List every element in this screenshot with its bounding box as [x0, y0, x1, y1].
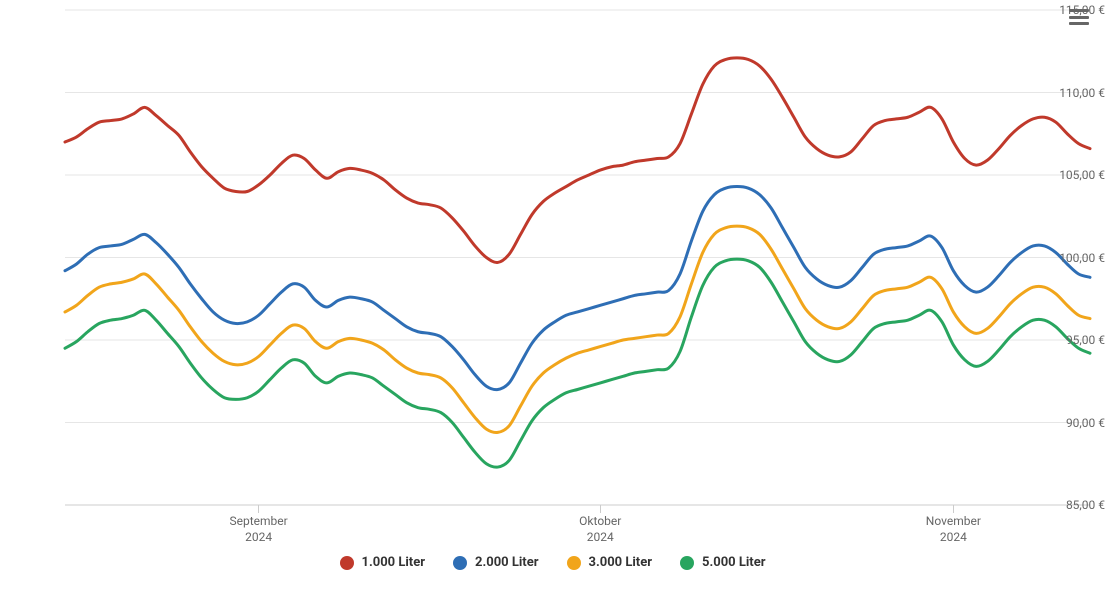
legend-item-l2000[interactable]: 2.000 Liter	[453, 555, 539, 570]
y-tick-label: 110,00 €	[1050, 86, 1105, 100]
chart-legend: 1.000 Liter 2.000 Liter 3.000 Liter 5.000 L…	[0, 555, 1105, 570]
x-tick-label: September2024	[230, 513, 288, 545]
legend-item-l1000[interactable]: 1.000 Liter	[340, 555, 426, 570]
y-tick-label: 85,00 €	[1050, 498, 1105, 512]
legend-swatch	[567, 556, 581, 570]
x-tick-label: November2024	[926, 513, 981, 545]
legend-label: 2.000 Liter	[475, 555, 539, 570]
x-tick-label: Oktober2024	[579, 513, 621, 545]
y-tick-label: 105,00 €	[1050, 168, 1105, 182]
legend-label: 5.000 Liter	[702, 555, 766, 570]
legend-swatch	[680, 556, 694, 570]
chart-canvas	[0, 0, 1105, 602]
y-tick-label: 95,00 €	[1050, 333, 1105, 347]
legend-swatch	[453, 556, 467, 570]
legend-label: 3.000 Liter	[589, 555, 653, 570]
series-l5000	[65, 259, 1090, 467]
legend-label: 1.000 Liter	[362, 555, 426, 570]
y-tick-label: 100,00 €	[1050, 251, 1105, 265]
legend-item-l5000[interactable]: 5.000 Liter	[680, 555, 766, 570]
y-tick-label: 90,00 €	[1050, 416, 1105, 430]
series-l1000	[65, 58, 1090, 263]
price-chart: 85,00 € 90,00 € 95,00 € 100,00 € 105,00 € 110…	[0, 0, 1105, 602]
legend-item-l3000[interactable]: 3.000 Liter	[567, 555, 653, 570]
legend-swatch	[340, 556, 354, 570]
y-tick-label: 115,00 €	[1050, 3, 1105, 17]
